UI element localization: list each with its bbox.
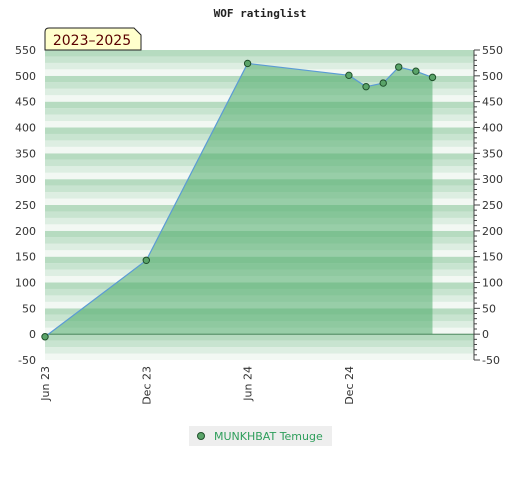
y-tick-label-right: 300 — [482, 173, 503, 186]
y-tick-label-right: -50 — [482, 354, 500, 367]
y-tick-label-left: -50 — [18, 354, 36, 367]
series-markers — [41, 59, 437, 341]
y-tick-label-right: 400 — [482, 122, 503, 135]
y-axis-right: -50 0 50 100 150 200 250 300 350 400 450 500 550 — [473, 44, 503, 367]
data-point — [142, 256, 150, 264]
y-tick-label-left: 300 — [15, 173, 36, 186]
x-tick-label: Dec 24 — [343, 366, 356, 405]
y-tick-label-left: 50 — [22, 302, 36, 315]
series-area — [45, 63, 433, 337]
y-axis-left: -50 0 50 100 150 200 250 300 350 400 450 500 550 — [15, 44, 36, 367]
y-tick-label-right: 0 — [482, 328, 489, 341]
y-tick-label-left: 150 — [15, 251, 36, 264]
y-tick-label-right: 150 — [482, 251, 503, 264]
y-tick-label-left: 100 — [15, 277, 36, 290]
period-badge-label: 2023–2025 — [53, 33, 131, 49]
y-tick-label-left: 0 — [29, 328, 36, 341]
y-tick-label-right: 200 — [482, 225, 503, 238]
data-point — [428, 73, 437, 82]
chart-title: WOF ratinglist — [214, 7, 307, 20]
grid-band — [45, 353, 474, 360]
grid-band — [45, 56, 474, 63]
legend-marker — [197, 432, 205, 440]
data-point — [412, 67, 420, 75]
grid-band — [45, 347, 474, 354]
grid-band — [45, 340, 474, 348]
data-point — [379, 79, 387, 87]
grid-band — [45, 50, 474, 57]
y-tick-label-left: 200 — [15, 225, 36, 238]
x-tick-label: Jun 24 — [242, 366, 255, 402]
legend-series-name: MUNKHBAT Temuge — [214, 430, 323, 443]
y-tick-label-left: 250 — [15, 199, 36, 212]
y-tick-label-left: 400 — [15, 122, 36, 135]
data-point — [362, 82, 370, 91]
y-tick-label-left: 350 — [15, 147, 36, 160]
y-tick-label-right: 50 — [482, 302, 496, 315]
grid-band — [45, 334, 474, 341]
y-tick-label-right: 100 — [482, 277, 503, 290]
y-tick-label-left: 450 — [15, 96, 36, 109]
y-tick-label-right: 550 — [482, 44, 503, 57]
data-point — [243, 59, 252, 68]
y-tick-label-right: 350 — [482, 147, 503, 160]
y-tick-label-right: 500 — [482, 70, 503, 83]
series-area-fill — [45, 63, 433, 337]
y-tick-label-right: 250 — [482, 199, 503, 212]
legend: MUNKHBAT Temuge — [189, 426, 332, 446]
x-axis: Jun 23 Dec 23 Jun 24 Dec 24 — [39, 366, 356, 405]
x-tick-label: Dec 23 — [140, 366, 153, 405]
data-point — [41, 333, 49, 341]
y-tick-label-left: 550 — [15, 44, 36, 57]
x-tick-label: Jun 23 — [39, 366, 52, 402]
data-point — [345, 71, 353, 80]
y-tick-label-left: 500 — [15, 70, 36, 83]
y-tick-label-right: 450 — [482, 96, 503, 109]
period-badge: 2023–2025 — [44, 27, 142, 51]
data-point — [395, 63, 403, 71]
